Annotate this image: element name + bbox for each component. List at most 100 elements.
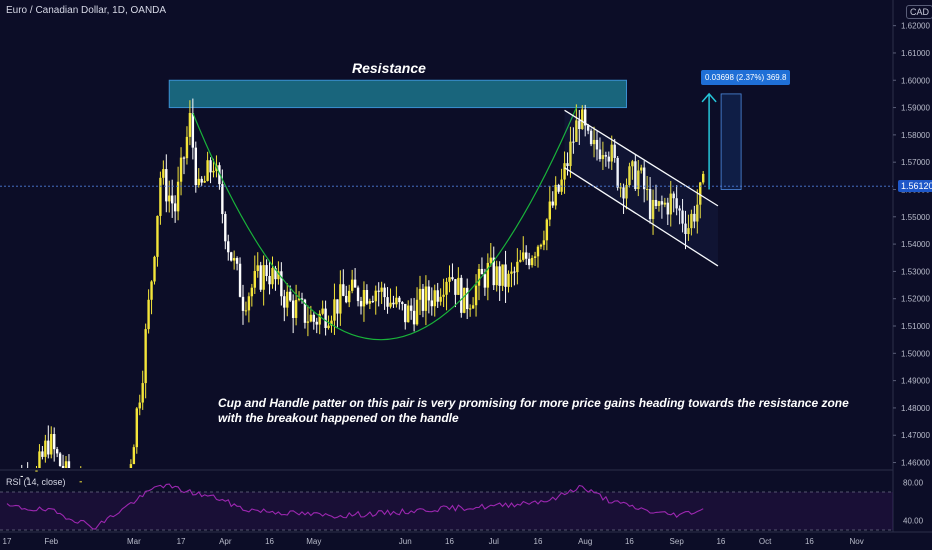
candle-body xyxy=(501,264,504,286)
candle-body xyxy=(135,408,138,448)
price-tick-label: 1.52000 xyxy=(901,295,930,304)
candle-body xyxy=(607,156,610,162)
candle-body xyxy=(259,265,262,290)
candle-body xyxy=(581,109,584,130)
candle-body xyxy=(300,298,304,300)
candle-body xyxy=(436,290,439,302)
candle-body xyxy=(421,288,425,311)
time-tick-label: 17 xyxy=(3,537,12,546)
candle-body xyxy=(141,383,144,403)
candle-body xyxy=(389,302,392,307)
candle-body xyxy=(265,265,268,277)
candle-body xyxy=(637,170,640,190)
candle-body xyxy=(339,284,342,314)
candle-body xyxy=(171,195,174,204)
candle-body xyxy=(371,301,374,303)
candle-body xyxy=(132,447,136,465)
candle-body xyxy=(327,325,330,328)
candle-body xyxy=(336,299,339,314)
currency-badge[interactable]: CAD xyxy=(906,5,932,19)
candle-body xyxy=(589,130,593,145)
candle-body xyxy=(575,120,578,142)
candle-body xyxy=(687,228,690,235)
candle-body xyxy=(206,160,209,181)
time-tick-label: 16 xyxy=(265,537,274,546)
candle-body xyxy=(147,299,150,330)
candle-body xyxy=(548,201,551,220)
candle-body xyxy=(41,451,44,457)
candle-body xyxy=(492,257,495,286)
candle-body xyxy=(613,144,616,158)
candle-body xyxy=(696,204,699,222)
candle-body xyxy=(58,453,62,466)
candle-body xyxy=(619,187,622,189)
price-tick-label: 1.57000 xyxy=(901,158,930,167)
candle-body xyxy=(312,314,315,322)
candle-body xyxy=(185,136,189,159)
candle-body xyxy=(194,147,197,186)
candle-body xyxy=(230,252,233,261)
candle-body xyxy=(527,258,531,266)
candle-body xyxy=(289,291,292,301)
candle-body xyxy=(333,299,336,321)
candle-body xyxy=(392,302,395,305)
candle-body xyxy=(35,470,38,472)
time-tick-label: 16 xyxy=(716,537,725,546)
candle-body xyxy=(20,475,23,477)
time-tick-label: Jul xyxy=(489,537,499,546)
candle-body xyxy=(280,271,283,297)
time-tick-label: 17 xyxy=(177,537,186,546)
candle-body xyxy=(471,305,475,309)
candle-body xyxy=(702,173,705,183)
candle-body xyxy=(67,461,71,468)
candle-body xyxy=(262,265,265,290)
candle-body xyxy=(504,264,507,287)
candle-body xyxy=(61,465,65,468)
candle-body xyxy=(460,277,463,313)
rsi-band xyxy=(0,492,893,530)
measure-label: 0.03698 (2.37%) 369.8 xyxy=(701,70,791,85)
candle-body xyxy=(162,169,165,178)
candle-body xyxy=(197,178,200,186)
candle-body xyxy=(362,289,366,307)
candle-body xyxy=(144,329,147,384)
candle-body xyxy=(274,268,277,280)
time-tick-label: May xyxy=(306,537,321,546)
candle-body xyxy=(50,434,53,455)
candle-body xyxy=(377,290,380,292)
candle-body xyxy=(79,481,82,483)
rsi-line xyxy=(6,483,704,530)
candle-body xyxy=(212,170,215,173)
candle-body xyxy=(468,308,472,310)
candle-body xyxy=(348,290,351,303)
candle-body xyxy=(221,184,224,215)
candle-body xyxy=(427,286,431,301)
candle-body xyxy=(536,246,540,257)
candle-body xyxy=(277,271,280,280)
price-tick-label: 1.49000 xyxy=(901,377,930,386)
candle-body xyxy=(182,157,186,159)
candle-body xyxy=(645,189,649,191)
candle-body xyxy=(648,189,652,220)
time-tick-label: Nov xyxy=(849,537,863,546)
analysis-note: Cup and Handle patter on this pair is ve… xyxy=(218,396,849,425)
candle-body xyxy=(480,268,484,275)
candle-body xyxy=(241,296,245,311)
candle-body xyxy=(631,161,634,167)
candle-body xyxy=(271,268,274,285)
candle-body xyxy=(424,286,428,311)
candle-body xyxy=(675,198,678,209)
candle-body xyxy=(489,257,492,263)
candle-body xyxy=(418,288,422,300)
candle-body xyxy=(380,287,383,292)
candle-body xyxy=(47,440,50,455)
candle-body xyxy=(153,256,156,282)
candle-body xyxy=(507,273,510,287)
candle-body xyxy=(256,265,259,272)
target-arrow-head xyxy=(701,92,717,103)
candle-body xyxy=(669,193,672,215)
candle-body xyxy=(291,300,295,318)
candle-body xyxy=(129,464,133,468)
candle-body xyxy=(566,163,569,167)
